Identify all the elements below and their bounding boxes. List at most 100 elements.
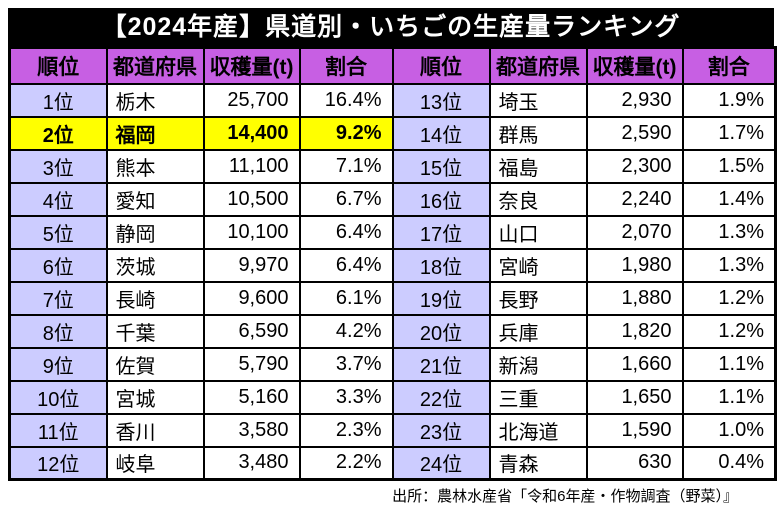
header-pref-left: 都道府県 [105,46,205,85]
table-row: 2位 福岡 14,400 9.2% 14位 群馬 2,590 1.7% [8,115,777,151]
cell-share: 2.3% [298,412,394,448]
cell-share: 2.2% [298,445,394,481]
cell-rank: 15位 [391,148,491,184]
cell-harvest: 2,590 [585,115,684,151]
header-rank-left: 順位 [8,46,108,85]
cell-share: 3.7% [298,346,394,382]
table-header-row: 順位 都道府県 収穫量(t) 割合 順位 都道府県 収穫量(t) 割合 [8,46,777,85]
ranking-table: 順位 都道府県 収穫量(t) 割合 順位 都道府県 収穫量(t) 割合 1位 栃木… [8,46,777,481]
cell-pref: 福岡 [105,115,205,151]
cell-rank: 19位 [391,280,491,316]
cell-pref: 長崎 [105,280,205,316]
cell-pref: 茨城 [105,247,205,283]
cell-pref: 兵庫 [488,313,588,349]
cell-rank: 11位 [8,412,108,448]
cell-rank: 4位 [8,181,108,217]
cell-share: 1.2% [681,313,777,349]
cell-rank: 13位 [391,82,491,118]
header-harvest-left: 収穫量(t) [202,46,301,85]
cell-share: 1.1% [681,346,777,382]
page-title: 【2024年産】県道別・いちごの生産量ランキング [8,8,774,46]
cell-share: 1.4% [681,181,777,217]
cell-rank: 3位 [8,148,108,184]
table-row: 9位 佐賀 5,790 3.7% 21位 新潟 1,660 1.1% [8,346,777,382]
cell-share: 16.4% [298,82,394,118]
cell-rank: 7位 [8,280,108,316]
cell-harvest: 2,070 [585,214,684,250]
cell-harvest: 1,880 [585,280,684,316]
cell-share: 1.5% [681,148,777,184]
cell-share: 1.3% [681,214,777,250]
cell-share: 0.4% [681,445,777,481]
table-row: 6位 茨城 9,970 6.4% 18位 宮崎 1,980 1.3% [8,247,777,283]
cell-pref: 群馬 [488,115,588,151]
cell-pref: 熊本 [105,148,205,184]
page: 【2024年産】県道別・いちごの生産量ランキング 順位 都道府県 収穫量(t) … [8,8,777,505]
cell-share: 1.9% [681,82,777,118]
cell-pref: 静岡 [105,214,205,250]
cell-pref: 北海道 [488,412,588,448]
cell-share: 6.4% [298,214,394,250]
header-rank-right: 順位 [391,46,491,85]
table-row: 8位 千葉 6,590 4.2% 20位 兵庫 1,820 1.2% [8,313,777,349]
cell-pref: 栃木 [105,82,205,118]
cell-share: 4.2% [298,313,394,349]
header-pref-right: 都道府県 [488,46,588,85]
cell-rank: 2位 [8,115,108,151]
cell-share: 6.1% [298,280,394,316]
cell-harvest: 25,700 [202,82,301,118]
cell-share: 1.0% [681,412,777,448]
cell-harvest: 3,480 [202,445,301,481]
cell-harvest: 1,650 [585,379,684,415]
cell-share: 7.1% [298,148,394,184]
cell-harvest: 1,590 [585,412,684,448]
cell-harvest: 1,820 [585,313,684,349]
cell-harvest: 10,100 [202,214,301,250]
cell-rank: 22位 [391,379,491,415]
cell-rank: 14位 [391,115,491,151]
cell-share: 1.1% [681,379,777,415]
cell-harvest: 630 [585,445,684,481]
cell-rank: 12位 [8,445,108,481]
cell-share: 1.2% [681,280,777,316]
cell-rank: 16位 [391,181,491,217]
cell-pref: 青森 [488,445,588,481]
cell-pref: 宮城 [105,379,205,415]
cell-pref: 山口 [488,214,588,250]
cell-pref: 千葉 [105,313,205,349]
cell-harvest: 14,400 [202,115,301,151]
cell-harvest: 2,930 [585,82,684,118]
cell-harvest: 9,970 [202,247,301,283]
cell-rank: 10位 [8,379,108,415]
cell-harvest: 6,590 [202,313,301,349]
cell-pref: 埼玉 [488,82,588,118]
table-row: 3位 熊本 11,100 7.1% 15位 福島 2,300 1.5% [8,148,777,184]
cell-rank: 21位 [391,346,491,382]
source-note: 出所：農林水産省「令和6年産・作物調査（野菜）』 [392,488,738,505]
header-harvest-right: 収穫量(t) [585,46,684,85]
cell-rank: 6位 [8,247,108,283]
cell-rank: 5位 [8,214,108,250]
cell-pref: 新潟 [488,346,588,382]
table-row: 4位 愛知 10,500 6.7% 16位 奈良 2,240 1.4% [8,181,777,217]
cell-harvest: 5,790 [202,346,301,382]
cell-pref: 岐阜 [105,445,205,481]
cell-pref: 福島 [488,148,588,184]
cell-harvest: 2,240 [585,181,684,217]
cell-rank: 23位 [391,412,491,448]
table-row: 11位 香川 3,580 2.3% 23位 北海道 1,590 1.0% [8,412,777,448]
table-row: 5位 静岡 10,100 6.4% 17位 山口 2,070 1.3% [8,214,777,250]
cell-harvest: 3,580 [202,412,301,448]
cell-harvest: 1,980 [585,247,684,283]
cell-share: 9.2% [298,115,394,151]
cell-rank: 24位 [391,445,491,481]
cell-rank: 8位 [8,313,108,349]
cell-share: 3.3% [298,379,394,415]
cell-pref: 愛知 [105,181,205,217]
cell-harvest: 11,100 [202,148,301,184]
table-row: 12位 岐阜 3,480 2.2% 24位 青森 630 0.4% [8,445,777,481]
cell-pref: 奈良 [488,181,588,217]
cell-share: 1.7% [681,115,777,151]
cell-harvest: 9,600 [202,280,301,316]
table-row: 10位 宮城 5,160 3.3% 22位 三重 1,650 1.1% [8,379,777,415]
